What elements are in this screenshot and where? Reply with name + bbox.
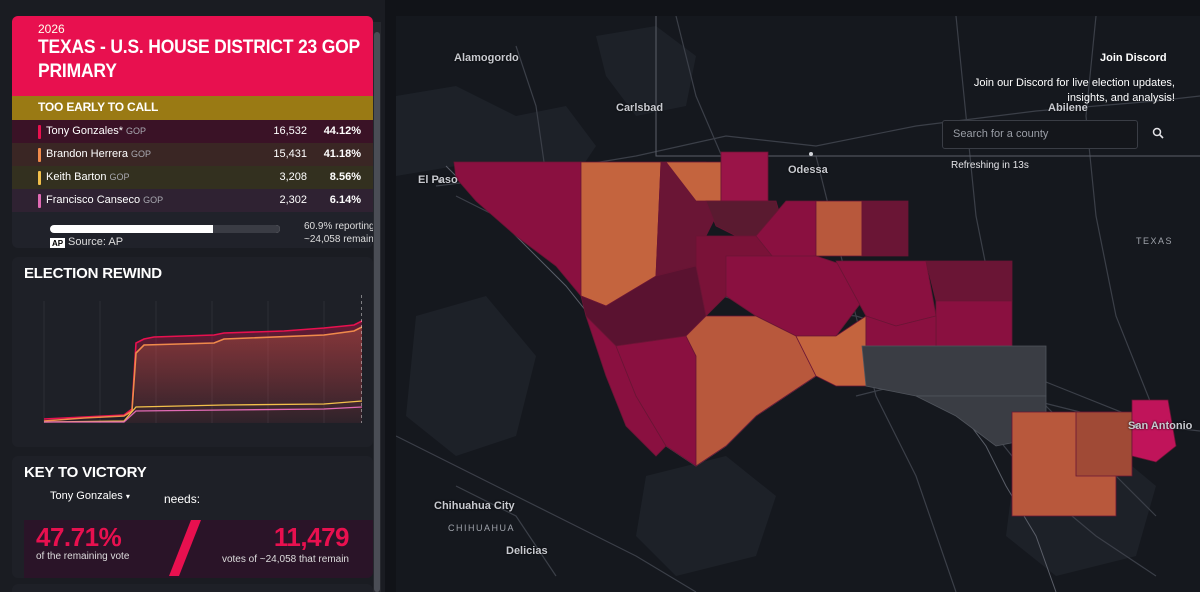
map-label-delicias: Delicias bbox=[506, 545, 548, 557]
reporting-progress-bar bbox=[50, 225, 280, 233]
victory-needs-label: needs: bbox=[164, 492, 201, 506]
discord-title[interactable]: Join Discord bbox=[1100, 52, 1167, 64]
county-sutton[interactable] bbox=[935, 300, 1013, 347]
rewind-area-herrera bbox=[44, 327, 362, 423]
chevron-down-icon: ▾ bbox=[125, 492, 130, 501]
candidate-row[interactable]: Keith Barton GOP 3,208 8.56% bbox=[12, 166, 373, 189]
candidate-row[interactable]: Francisco Canseco GOP 2,302 6.14% bbox=[12, 189, 373, 212]
slash-divider-icon bbox=[169, 520, 201, 576]
map-state-chihuahua: CHIHUAHUA bbox=[448, 523, 516, 533]
county-atascosa[interactable] bbox=[1075, 411, 1133, 477]
candidate-color-bar bbox=[38, 125, 41, 139]
county-search-input[interactable]: Search for a county bbox=[942, 120, 1138, 149]
candidate-color-bar bbox=[38, 171, 41, 185]
victory-percent-sub: of the remaining vote bbox=[36, 551, 130, 562]
candidate-color-bar bbox=[38, 148, 41, 162]
map-label-alamogordo: Alamogordo bbox=[454, 52, 519, 64]
map-state-texas: TEXAS bbox=[1136, 236, 1174, 246]
district-counties[interactable] bbox=[453, 151, 1177, 517]
key-to-victory-title: KEY TO VICTORY bbox=[24, 464, 147, 481]
race-title: TEXAS - U.S. HOUSE DISTRICT 23 GOP PRIMA… bbox=[38, 37, 360, 82]
county-brewster-east[interactable] bbox=[685, 315, 817, 467]
rewind-line-gonzales bbox=[43, 320, 362, 420]
city-dots bbox=[438, 152, 1138, 428]
candidate-party: GOP bbox=[126, 126, 147, 136]
map-canvas[interactable] bbox=[395, 15, 1200, 592]
victory-candidate-label: Tony Gonzales bbox=[50, 490, 123, 502]
victory-votes: 11,479 bbox=[273, 522, 350, 552]
source-label: Source: AP bbox=[68, 236, 124, 248]
discord-text[interactable]: Join our Discord for live election updat… bbox=[973, 77, 1175, 104]
race-year: 2026 bbox=[38, 22, 65, 36]
candidate-name-text: Keith Barton bbox=[46, 171, 107, 183]
candidate-name: Keith Barton GOP bbox=[46, 171, 130, 183]
map-label-chihuahua-city: Chihuahua City bbox=[434, 500, 515, 512]
call-status-banner: TOO EARLY TO CALL bbox=[12, 96, 373, 120]
map-label-el-paso: El Paso bbox=[418, 174, 458, 186]
reporting-text: 60.9% reporting ~24,058 remain bbox=[304, 220, 373, 246]
candidate-percent: 41.18% bbox=[323, 148, 361, 160]
candidate-percent: 6.14% bbox=[329, 194, 361, 206]
reporting-progress-remaining bbox=[212, 225, 280, 233]
map-label-abilene: Abilene bbox=[1048, 102, 1088, 114]
candidate-party: GOP bbox=[109, 172, 130, 182]
race-card: 2026 TEXAS - U.S. HOUSE DISTRICT 23 GOP … bbox=[12, 16, 373, 248]
sidebar-scrollbar[interactable] bbox=[373, 22, 381, 592]
county-hudspeth[interactable] bbox=[453, 161, 582, 298]
county-bexar[interactable] bbox=[1131, 399, 1177, 463]
rewind-line-barton bbox=[43, 400, 362, 423]
candidate-name-text: Francisco Canseco bbox=[46, 194, 141, 206]
ap-logo-icon: AP bbox=[50, 238, 66, 248]
county-kinney[interactable] bbox=[861, 345, 1047, 397]
map-label-san-antonio: San Antonio bbox=[1128, 420, 1193, 432]
map-label-carlsbad: Carlsbad bbox=[616, 102, 664, 114]
candidate-color-bar bbox=[38, 194, 41, 208]
map-label-odessa: Odessa bbox=[788, 164, 828, 176]
candidate-votes: 16,532 bbox=[273, 125, 307, 137]
rewind-line-canseco bbox=[44, 406, 362, 423]
sidebar: 2026 TEXAS - U.S. HOUSE DISTRICT 23 GOP … bbox=[0, 0, 385, 592]
candidate-name-text: Tony Gonzales* bbox=[46, 125, 124, 137]
candidate-votes: 15,431 bbox=[273, 148, 307, 160]
victory-candidate-select[interactable]: Tony Gonzales ▾ bbox=[50, 490, 130, 502]
sidebar-scrollbar-thumb[interactable] bbox=[374, 32, 380, 592]
county-upton[interactable] bbox=[861, 200, 909, 257]
county-winkler[interactable] bbox=[720, 151, 769, 202]
victory-strip bbox=[24, 520, 373, 578]
candidate-party: GOP bbox=[130, 149, 151, 159]
victory-votes-sub: votes of ~24,058 that remain bbox=[221, 554, 349, 565]
candidate-list: Tony Gonzales* GOP 16,532 44.12% Brandon Her… bbox=[12, 120, 373, 212]
remaining-votes: ~24,058 remain bbox=[304, 234, 373, 245]
candidate-votes: 3,208 bbox=[279, 171, 307, 183]
candidate-name-text: Brandon Herrera bbox=[46, 148, 128, 160]
candidate-party: GOP bbox=[143, 195, 164, 205]
key-to-victory-card: KEY TO VICTORY Tony Gonzales ▾ needs: 47… bbox=[12, 456, 373, 578]
election-rewind-chart[interactable] bbox=[24, 291, 362, 441]
rewind-line-herrera bbox=[43, 326, 362, 422]
county-crane[interactable] bbox=[815, 200, 863, 257]
candidate-name: Tony Gonzales* GOP bbox=[46, 125, 146, 137]
county-schleicher[interactable] bbox=[925, 260, 1013, 302]
search-icon[interactable] bbox=[1152, 127, 1164, 139]
candidate-row[interactable]: Tony Gonzales* GOP 16,532 44.12% bbox=[12, 120, 373, 143]
victory-percent: 47.71% bbox=[36, 522, 122, 552]
candidate-percent: 8.56% bbox=[329, 171, 361, 183]
candidate-votes: 2,302 bbox=[279, 194, 307, 206]
next-card bbox=[12, 584, 373, 592]
candidate-row[interactable]: Brandon Herrera GOP 15,431 41.18% bbox=[12, 143, 373, 166]
candidate-percent: 44.12% bbox=[323, 125, 361, 137]
election-rewind-card: ELECTION REWIND bbox=[12, 257, 373, 447]
candidate-name: Francisco Canseco GOP bbox=[46, 194, 163, 206]
candidate-name: Brandon Herrera GOP bbox=[46, 148, 151, 160]
refresh-countdown: Refreshing in 13s bbox=[951, 160, 1029, 171]
race-header: 2026 TEXAS - U.S. HOUSE DISTRICT 23 GOP … bbox=[12, 16, 373, 96]
reporting-percent: 60.9% reporting bbox=[304, 221, 373, 232]
county-map[interactable]: Alamogordo Carlsbad El Paso Odessa Abile… bbox=[395, 15, 1200, 592]
election-rewind-title: ELECTION REWIND bbox=[24, 265, 162, 282]
